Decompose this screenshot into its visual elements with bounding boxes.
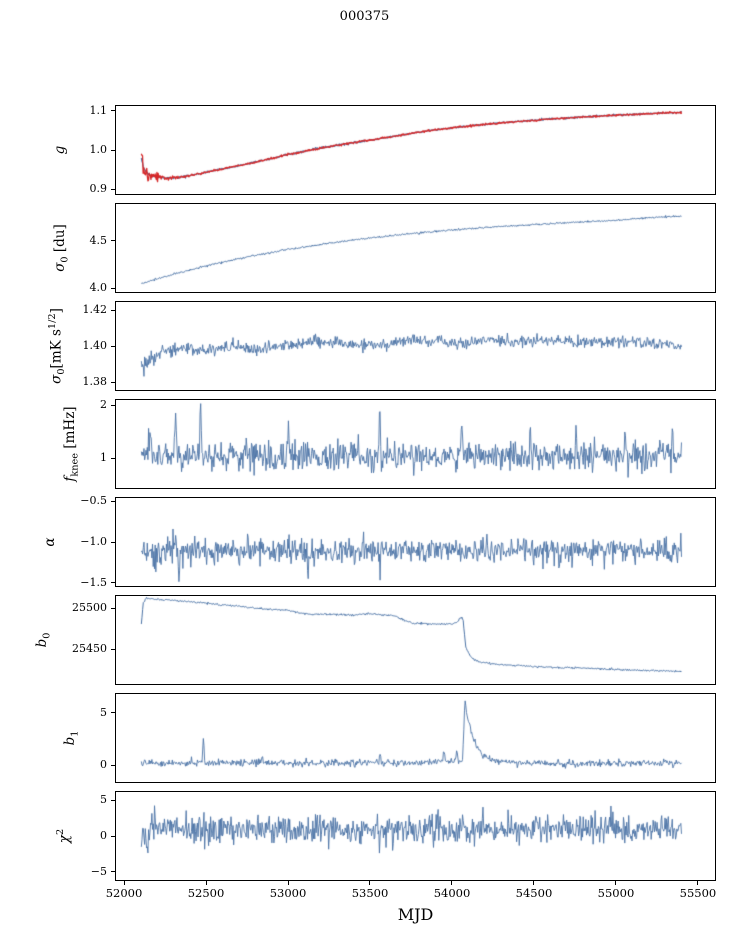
y-tick-mark (111, 871, 115, 873)
plot-canvas-b0 (116, 596, 715, 684)
y-tick-label: 4.5 (89, 233, 108, 247)
y-tick-mark (111, 457, 115, 459)
y-tick-mark (111, 309, 115, 311)
y-tick-label: 1.38 (82, 375, 108, 388)
y-axis-label-fknee: fknee [mHz] (62, 406, 81, 482)
plot-canvas-sigma0_mK (116, 302, 715, 390)
y-tick-label: 5 (100, 705, 107, 719)
y-tick-mark (111, 287, 115, 289)
y-tick-label: 5 (100, 793, 107, 807)
y-tick-label: 1.40 (82, 339, 108, 352)
y-tick-mark (111, 712, 115, 714)
x-tick-mark (697, 881, 699, 885)
panel-fknee (115, 399, 716, 489)
x-tick-label: 53000 (269, 886, 307, 900)
y-tick-mark (111, 381, 115, 383)
y-tick-label: 1.1 (89, 103, 108, 117)
plot-canvas-b1 (116, 694, 715, 782)
panel-sigma0_mK (115, 301, 716, 391)
plot-canvas-sigma0_du (116, 204, 715, 292)
x-tick-mark (451, 881, 453, 885)
x-tick-label: 54000 (433, 886, 471, 900)
y-tick-mark (111, 764, 115, 766)
plot-canvas-alpha (116, 498, 715, 586)
y-tick-label: 25450 (72, 642, 107, 655)
x-tick-label: 53500 (351, 886, 389, 900)
y-tick-label: 0 (100, 758, 107, 772)
panel-g (115, 105, 716, 195)
x-tick-mark (123, 881, 125, 885)
plot-canvas-g (116, 106, 715, 194)
y-tick-label: 1 (100, 451, 107, 465)
y-tick-mark (111, 607, 115, 609)
x-axis-label: MJD (397, 905, 434, 924)
panel-sigma0_du (115, 203, 716, 293)
y-tick-mark (111, 835, 115, 837)
x-tick-label: 52500 (187, 886, 225, 900)
y-tick-label: 4.0 (89, 281, 108, 295)
x-tick-mark (615, 881, 617, 885)
y-tick-mark (111, 582, 115, 584)
y-tick-mark (111, 188, 115, 190)
figure-title: 000375 (339, 9, 390, 24)
y-axis-label-chi2: χ2 (54, 828, 73, 844)
x-tick-label: 55000 (597, 886, 635, 900)
y-tick-mark (111, 799, 115, 801)
panel-alpha (115, 497, 716, 587)
panel-b1 (115, 693, 716, 783)
y-tick-label: 2 (100, 398, 107, 412)
x-tick-mark (369, 881, 371, 885)
y-tick-label: 0 (100, 829, 107, 842)
x-tick-mark (533, 881, 535, 885)
y-tick-mark (111, 541, 115, 543)
y-tick-label: −5 (90, 864, 107, 878)
x-tick-label: 52000 (105, 886, 143, 900)
y-tick-mark (111, 500, 115, 502)
x-tick-mark (287, 881, 289, 885)
y-tick-mark (111, 240, 115, 242)
y-tick-label: −1.5 (80, 575, 107, 589)
y-tick-label: 0.9 (89, 182, 108, 196)
y-tick-label: 25500 (72, 601, 107, 615)
plot-canvas-fknee (116, 400, 715, 488)
x-tick-mark (205, 881, 207, 885)
y-tick-label: −0.5 (80, 494, 107, 508)
x-tick-label: 55500 (679, 886, 717, 900)
plot-canvas-chi2 (116, 792, 715, 880)
y-tick-label: 1.0 (89, 143, 108, 156)
y-tick-mark (111, 149, 115, 151)
y-tick-mark (111, 345, 115, 347)
panel-chi2 (115, 791, 716, 881)
y-tick-mark (111, 404, 115, 406)
y-tick-mark (111, 110, 115, 112)
panel-b0 (115, 595, 716, 685)
x-tick-label: 54500 (515, 886, 553, 900)
y-tick-label: −1.0 (80, 535, 107, 548)
y-tick-mark (111, 648, 115, 650)
y-tick-label: 1.42 (82, 303, 108, 316)
